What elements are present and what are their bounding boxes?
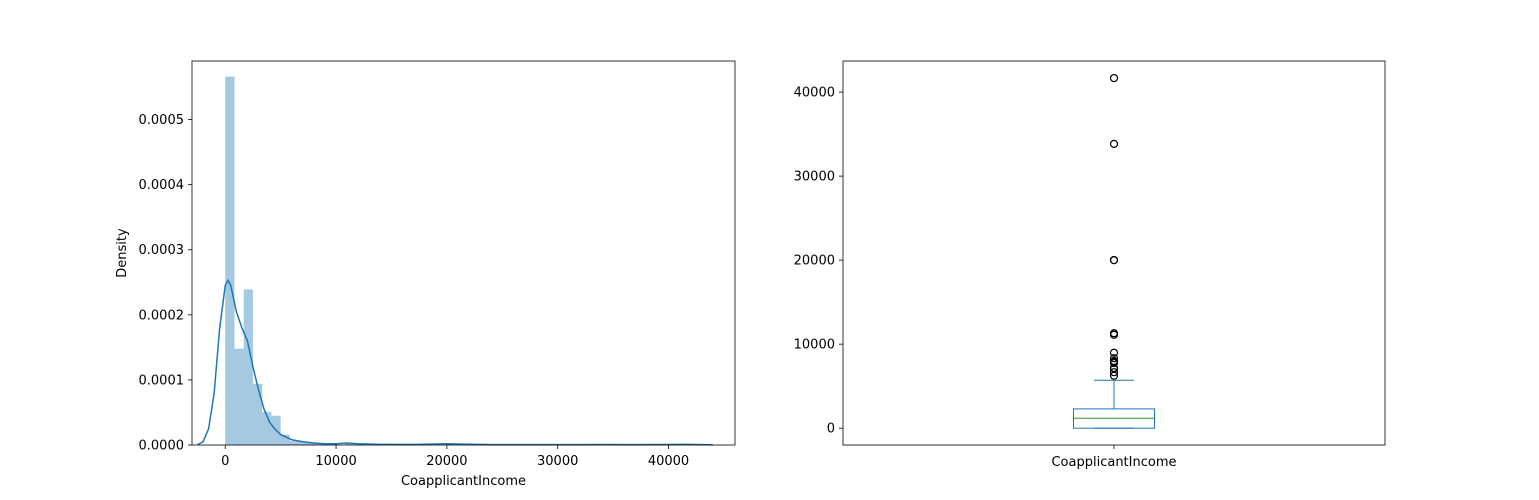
y-tick-label: 0.0003 — [139, 243, 185, 258]
x-tick-label: 40000 — [648, 454, 689, 469]
y-tick-label: 0.0001 — [139, 373, 185, 388]
y-tick-label: 10000 — [794, 338, 835, 353]
x-tick-label: 0 — [221, 454, 229, 469]
plot-frame-right — [842, 60, 1386, 446]
histogram-bar — [345, 443, 355, 445]
outlier-point — [1109, 73, 1119, 83]
histogram-bar — [225, 76, 235, 446]
x-tick-label: 30000 — [537, 454, 578, 469]
outlier-point — [1109, 348, 1119, 357]
histogram-bar — [243, 289, 253, 445]
histogram-bar — [289, 441, 300, 445]
boxplot: 0 10000 20000 30000 40000 CoapplicantIncome — [794, 60, 1386, 470]
y-axis-ticks: 0.0000 0.0001 0.0002 0.0003 0.0004 0.0005 — [139, 113, 192, 454]
histogram-bar — [308, 443, 318, 445]
histogram-bar — [234, 348, 244, 445]
density-histogram-plot: 0 10000 20000 30000 40000 0.0000 0.0001 0.0002… — [115, 60, 736, 489]
histogram-bar — [252, 383, 263, 445]
histogram-bar — [262, 411, 272, 445]
histogram-bar — [299, 441, 309, 445]
outlier-point — [1109, 356, 1119, 366]
y-tick-label: 30000 — [794, 170, 835, 185]
box-elements — [1073, 379, 1155, 429]
y-tick-label: 0.0004 — [139, 178, 185, 193]
y-tick-label: 0.0002 — [139, 308, 185, 323]
y-tick-label: 0 — [827, 422, 835, 437]
outlier-point — [1109, 354, 1119, 363]
outlier-point — [1109, 368, 1119, 377]
y-tick-label: 20000 — [794, 254, 835, 269]
y-tick-label: 0.0000 — [139, 439, 185, 454]
x-axis-label: CoapplicantIncome — [401, 474, 526, 489]
y-tick-label: 0.0005 — [139, 113, 185, 128]
plot-frame-left — [191, 60, 736, 446]
outlier-point — [1109, 330, 1119, 339]
y-tick-label: 40000 — [794, 86, 835, 101]
x-tick-label: 10000 — [315, 454, 356, 469]
outlier-point — [1109, 139, 1119, 148]
outlier-point — [1109, 256, 1119, 265]
histogram-bar — [317, 443, 327, 445]
histogram-bar — [280, 434, 290, 445]
outlier-points — [1109, 73, 1119, 380]
x-tick-label: 20000 — [426, 454, 467, 469]
histogram-bars — [225, 76, 687, 446]
y-axis-label: Density — [115, 228, 130, 278]
category-tick-label: CoapplicantIncome — [1051, 455, 1176, 470]
x-axis-ticks: 0 10000 20000 30000 40000 — [221, 445, 689, 469]
y-axis-ticks: 0 10000 20000 30000 40000 — [794, 86, 843, 437]
